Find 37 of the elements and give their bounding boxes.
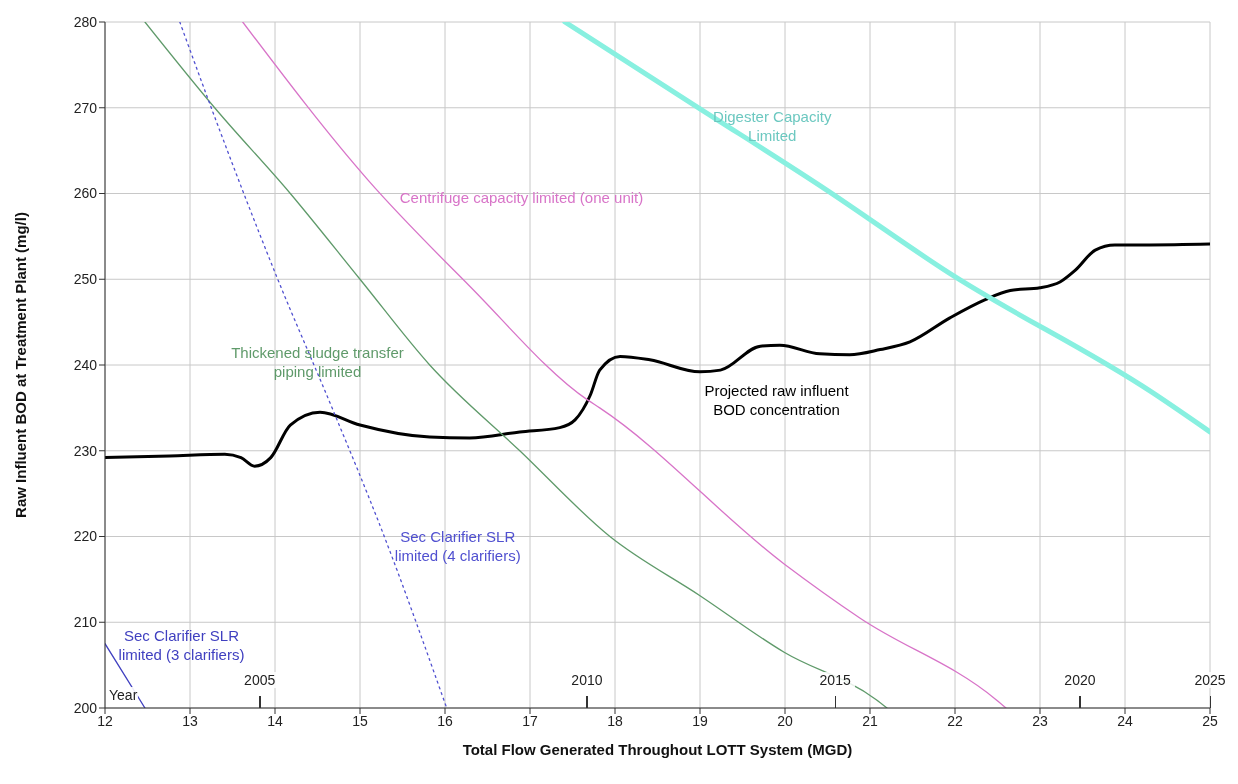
x-tick-label: 16 [437,712,453,729]
x-tick-label: 12 [97,712,113,729]
y-tick-label: 260 [73,185,98,202]
series-label: Sec Clarifier SLR limited (4 clarifiers) [393,527,522,566]
annotation: 2020 [1059,672,1100,688]
x-tick-label: 22 [947,712,963,729]
y-tick-label: 250 [73,271,98,288]
series-label: Centrifuge capacity limited (one unit) [398,188,645,208]
x-tick-label: 21 [862,712,878,729]
series-label: Projected raw influent BOD concentration [703,381,850,420]
y-tick-label: 280 [73,13,98,30]
annotation: 2005 [239,672,280,688]
y-tick-label: 230 [73,442,98,459]
x-axis-title: Total Flow Generated Throughout LOTT System (MGD) [461,741,854,758]
x-tick-label: 25 [1202,712,1218,729]
y-tick-label: 270 [73,99,98,116]
x-tick-label: 13 [182,712,198,729]
y-tick-label: 200 [73,699,98,716]
x-tick-label: 15 [352,712,368,729]
annotation: 2010 [566,672,607,688]
annotation: Year [108,687,139,703]
y-axis-title: Raw Influent BOD at Treatment Plant (mg/l) [11,212,29,518]
y-tick-label: 220 [73,528,98,545]
x-tick-label: 20 [777,712,793,729]
series-label: Sec Clarifier SLR limited (3 clarifiers) [117,625,246,664]
y-tick-label: 240 [73,356,98,373]
line-series [105,242,1210,468]
x-tick-label: 19 [692,712,708,729]
series-label: Thickened sludge transfer piping limited [230,342,405,381]
x-tick-label: 18 [607,712,623,729]
annotation: 2025 [1190,672,1230,688]
x-tick-label: 17 [522,712,538,729]
annotation: 2015 [815,672,856,688]
y-tick-label: 210 [73,614,98,631]
x-tick-label: 23 [1032,712,1048,729]
x-tick-label: 24 [1117,712,1133,729]
x-tick-label: 14 [267,712,283,729]
